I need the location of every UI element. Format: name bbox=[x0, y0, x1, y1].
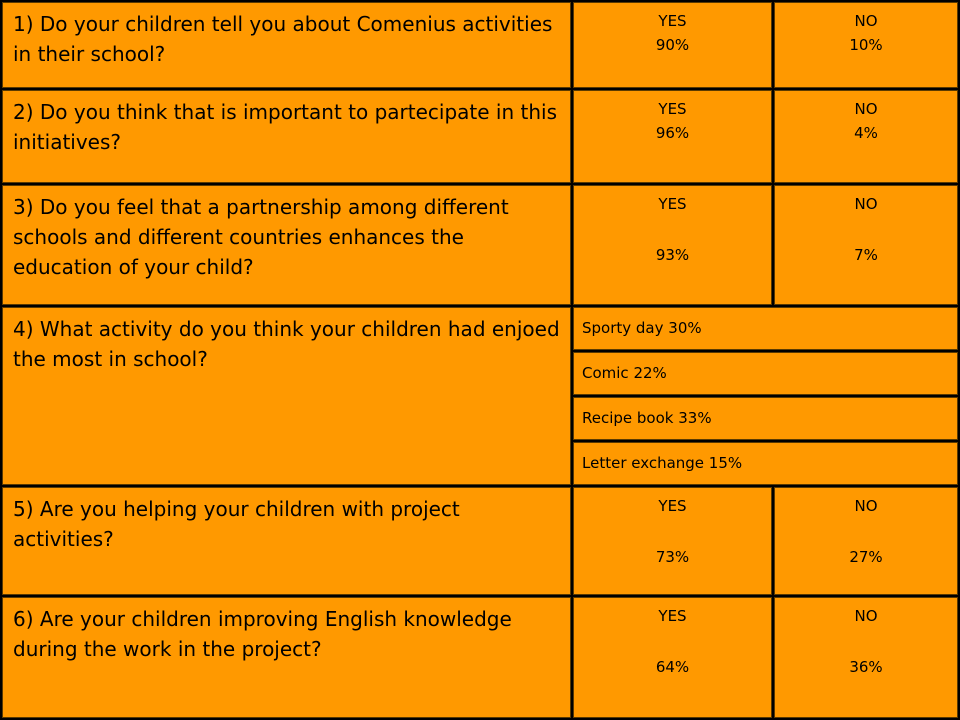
yes-label: YES bbox=[658, 607, 687, 625]
no-label: NO bbox=[854, 12, 878, 30]
no-label: NO bbox=[854, 607, 878, 625]
yes-value: 93% bbox=[655, 246, 690, 264]
option-letter-exchange: Letter exchange 15% bbox=[573, 442, 958, 485]
option-comic: Comic 22% bbox=[573, 352, 958, 395]
answer-yes-3: YES 93% bbox=[573, 185, 772, 305]
answer-no-2: NO 4% bbox=[774, 90, 958, 183]
answer-yes-6: YES 64% bbox=[573, 597, 772, 718]
question-6: 6) Are your children improving English k… bbox=[2, 597, 571, 718]
yes-label: YES bbox=[658, 497, 687, 515]
no-label: NO bbox=[854, 100, 878, 118]
option-recipe-book: Recipe book 33% bbox=[573, 397, 958, 440]
question-2: 2) Do you think that is important to par… bbox=[2, 90, 571, 183]
yes-value: 90% bbox=[655, 36, 690, 54]
answer-no-5: NO 27% bbox=[774, 487, 958, 595]
yes-value: 96% bbox=[655, 124, 690, 142]
no-value: 10% bbox=[849, 36, 883, 54]
answer-no-1: NO 10% bbox=[774, 2, 958, 88]
yes-value: 64% bbox=[655, 658, 690, 676]
no-label: NO bbox=[854, 195, 878, 213]
no-value: 27% bbox=[849, 548, 883, 566]
question-1: 1) Do your children tell you about Comen… bbox=[2, 2, 571, 88]
no-label: NO bbox=[854, 497, 878, 515]
yes-label: YES bbox=[658, 12, 687, 30]
answer-yes-1: YES 90% bbox=[573, 2, 772, 88]
question-4: 4) What activity do you think your child… bbox=[2, 307, 571, 485]
no-value: 36% bbox=[849, 658, 883, 676]
yes-label: YES bbox=[658, 195, 687, 213]
answer-no-6: NO 36% bbox=[774, 597, 958, 718]
no-value: 7% bbox=[854, 246, 878, 264]
answer-yes-5: YES 73% bbox=[573, 487, 772, 595]
question-5: 5) Are you helping your children with pr… bbox=[2, 487, 571, 595]
answer-no-3: NO 7% bbox=[774, 185, 958, 305]
yes-label: YES bbox=[658, 100, 687, 118]
option-sporty-day: Sporty day 30% bbox=[573, 307, 958, 350]
question-3: 3) Do you feel that a partnership among … bbox=[2, 185, 571, 305]
yes-value: 73% bbox=[655, 548, 690, 566]
answer-yes-2: YES 96% bbox=[573, 90, 772, 183]
no-value: 4% bbox=[854, 124, 878, 142]
